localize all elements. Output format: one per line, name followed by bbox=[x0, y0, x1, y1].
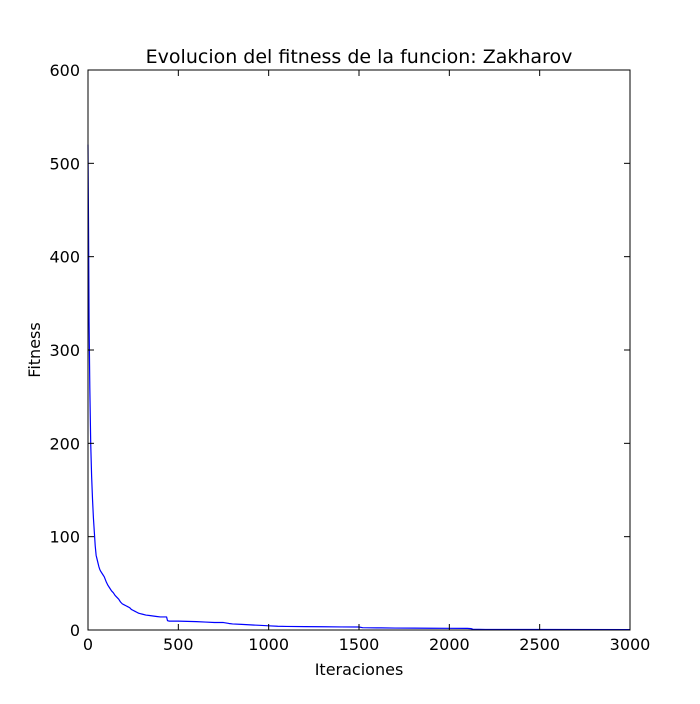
x-axis-label: Iteraciones bbox=[315, 660, 404, 679]
chart-title: Evolucion del fitness de la funcion: Zak… bbox=[146, 46, 573, 68]
y-tick-label: 500 bbox=[49, 154, 80, 173]
x-tick-label: 3000 bbox=[610, 635, 651, 654]
y-axis-label: Fitness bbox=[25, 322, 44, 377]
fitness-series-line bbox=[87, 144, 631, 631]
x-tick-label: 1000 bbox=[248, 635, 289, 654]
y-tick-label: 100 bbox=[49, 528, 80, 547]
axis-ticks: 0 500 1000 1500 2000 2500 3000 0 100 200 300 400 500… bbox=[49, 61, 650, 654]
y-tick-label: 0 bbox=[70, 621, 80, 640]
y-tick-label: 300 bbox=[49, 341, 80, 360]
x-tick-label: 1500 bbox=[339, 635, 380, 654]
x-tick-label: 0 bbox=[83, 635, 93, 654]
x-tick-label: 2500 bbox=[519, 635, 560, 654]
y-tick-label: 600 bbox=[49, 61, 80, 80]
x-tick-label: 500 bbox=[163, 635, 194, 654]
y-tick-label: 400 bbox=[49, 248, 80, 267]
plot-frame bbox=[87, 69, 631, 631]
x-tick-label: 2000 bbox=[429, 635, 470, 654]
y-tick-label: 200 bbox=[49, 434, 80, 453]
plot-area bbox=[87, 144, 631, 631]
